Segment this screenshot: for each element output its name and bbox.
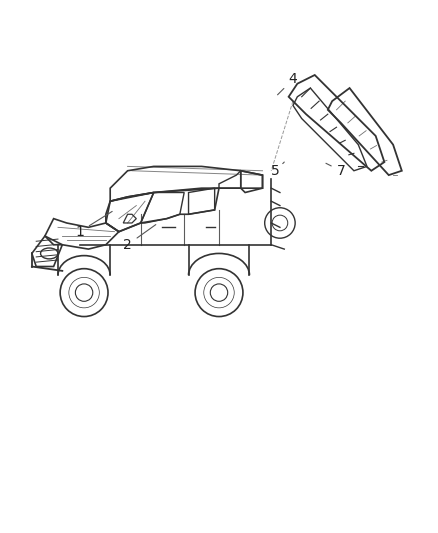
Text: 5: 5: [271, 162, 284, 177]
Text: 7: 7: [326, 163, 345, 177]
Text: 4: 4: [278, 72, 297, 95]
Text: 1: 1: [75, 212, 112, 239]
Text: 2: 2: [123, 224, 156, 252]
